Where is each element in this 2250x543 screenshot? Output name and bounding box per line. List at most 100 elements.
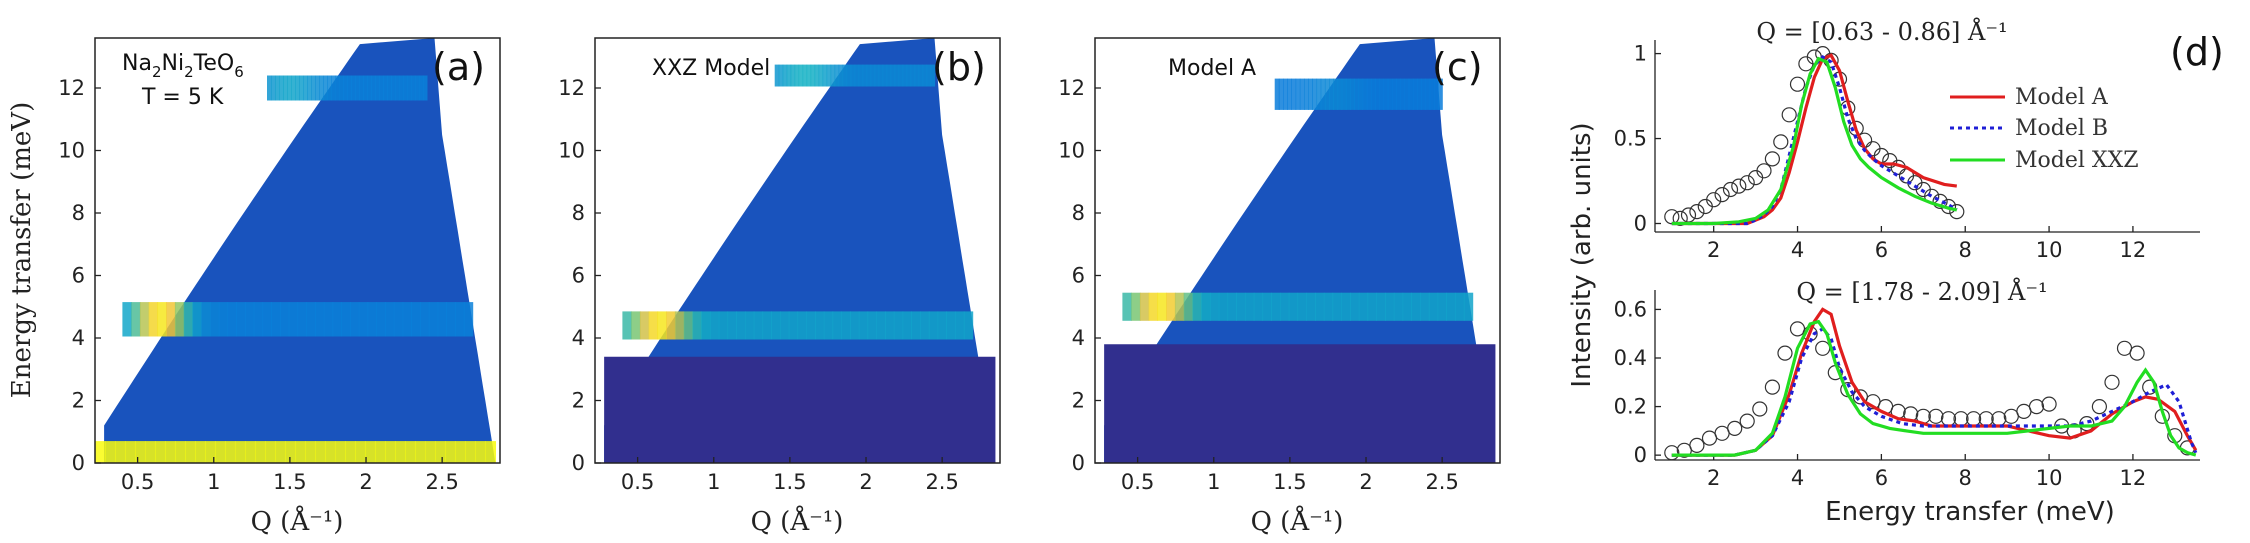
panel-b-label: XXZ Model <box>652 56 770 81</box>
y-tick-label: 12 <box>1058 76 1085 100</box>
panel-c-letter: (c) <box>1432 45 1483 89</box>
heatmap-band-segment <box>227 302 237 337</box>
data-point <box>2003 408 2019 424</box>
heatmap-band-segment <box>1291 78 1297 110</box>
heatmap-band-segment <box>902 64 908 87</box>
data-point <box>2129 345 2145 361</box>
data-point <box>1798 56 1814 72</box>
heatmap-band-segment <box>406 75 412 101</box>
heatmap-band-segment <box>1183 292 1194 321</box>
heatmap-band-segment <box>411 302 421 337</box>
heatmap-band-segment <box>622 311 632 340</box>
heatmap-band-segment <box>718 311 729 340</box>
data-point <box>1949 204 1965 220</box>
panel-a-letter: (a) <box>432 45 485 89</box>
heatmap-band-segment <box>365 441 376 463</box>
panel-d-letter: (d) <box>2170 30 2224 74</box>
x-tick-label: 12 <box>2120 238 2147 262</box>
heatmap-band-segment <box>205 441 216 463</box>
heatmap-band-segment <box>1366 78 1372 110</box>
heatmap-band-segment <box>410 75 416 101</box>
panel-c-xlabel: Q (Å⁻¹) <box>1251 505 1344 537</box>
y-tick-label: 4 <box>72 326 85 350</box>
heatmap-band-segment <box>418 75 424 101</box>
heatmap-band-segment <box>806 64 812 87</box>
heatmap-band-segment <box>890 64 896 87</box>
heatmap-band-segment <box>753 311 764 340</box>
y-tick-label: 10 <box>58 139 85 163</box>
heatmap-band-segment <box>782 64 788 87</box>
panel-b-letter: (b) <box>932 45 986 89</box>
heatmap-band-segment <box>1324 78 1330 110</box>
heatmap-band-segment <box>475 441 486 463</box>
heatmap-band-segment <box>692 311 702 340</box>
x-tick-label: 1.5 <box>773 470 806 494</box>
heatmap-band-segment <box>1354 78 1359 110</box>
heatmap-band-segment <box>405 441 416 463</box>
heatmap-band-segment <box>350 302 360 337</box>
heatmap-band-segment <box>305 441 316 463</box>
heatmap-band-segment <box>780 311 790 340</box>
heatmap-band-segment <box>1283 78 1288 110</box>
heatmap-band-segment <box>375 75 380 101</box>
heatmap-band-segment <box>1333 78 1339 110</box>
heatmap-band-segment <box>394 75 400 101</box>
heatmap-band-segment <box>135 441 146 463</box>
heatmap-band-segment <box>790 64 796 87</box>
heatmap-band-segment <box>955 311 965 340</box>
heatmap-band-segment <box>1297 292 1307 321</box>
heatmap-band-segment <box>175 441 186 463</box>
heatmap-band-segment <box>1278 78 1284 110</box>
heatmap-band-segment <box>455 441 466 463</box>
y-tick-label: 12 <box>558 76 585 100</box>
heatmap-band-segment <box>1166 292 1176 321</box>
heatmap-band-segment <box>383 75 388 101</box>
data-point <box>1815 340 1831 356</box>
heatmap-band-segment <box>1218 292 1229 321</box>
heatmap-band-segment <box>446 302 456 337</box>
heatmap-band-segment <box>174 302 185 337</box>
panel-b-ticks: 0.5 1 1.5 2 2.5 0 2 4 6 8 10 12 <box>558 76 959 494</box>
heatmap-band-segment <box>918 64 924 87</box>
heatmap-band-segment <box>1192 292 1202 321</box>
data-point <box>1764 151 1781 167</box>
heatmap-band-segment <box>280 302 290 337</box>
y-tick-label: 6 <box>572 264 585 288</box>
y-tick-label: 10 <box>1058 139 1085 163</box>
heatmap-band-segment <box>1404 78 1410 110</box>
y-tick-label: 0.6 <box>1614 297 1647 321</box>
heatmap-band-segment <box>834 64 840 87</box>
heatmap-band-segment <box>657 311 667 340</box>
y-tick-label: 12 <box>58 76 85 100</box>
heatmap-band-segment <box>115 441 126 463</box>
heatmap-band-segment <box>1329 78 1334 110</box>
x-tick-label: 2.5 <box>925 470 958 494</box>
panel-d-bottom-title: Q = [1.78 - 2.09] Å⁻¹ <box>1796 277 2047 306</box>
x-tick-label: 2 <box>1707 466 1720 490</box>
data-point <box>1714 425 1730 441</box>
heatmap-band-segment <box>1446 292 1456 321</box>
x-tick-label: 6 <box>1875 466 1888 490</box>
data-point <box>2028 399 2045 415</box>
y-tick-label: 0 <box>1634 443 1647 467</box>
heatmap-band-segment <box>878 64 884 87</box>
heatmap-band-segment <box>911 311 921 340</box>
data-point <box>2016 403 2032 419</box>
heatmap-band-segment <box>165 441 176 463</box>
heatmap-band-segment <box>1358 78 1364 110</box>
heatmap-band-segment <box>1391 78 1397 110</box>
heatmap-band-segment <box>341 302 351 337</box>
heatmap-band-segment <box>183 302 194 337</box>
heatmap-band-segment <box>1341 292 1351 321</box>
heatmap-band-segment <box>876 311 886 340</box>
heatmap-band-segment <box>139 302 150 337</box>
heatmap-band-segment <box>375 441 386 463</box>
heatmap-band-segment <box>155 441 166 463</box>
heatmap-band-segment <box>886 64 892 87</box>
heatmap-band-segment <box>425 441 436 463</box>
legend-label-model-xxz: Model XXZ <box>2015 148 2139 173</box>
heatmap-band-segment <box>1358 292 1369 321</box>
heatmap-band-segment <box>862 64 868 87</box>
x-tick-label: 6 <box>1875 238 1888 262</box>
heatmap-band-segment <box>946 311 956 340</box>
